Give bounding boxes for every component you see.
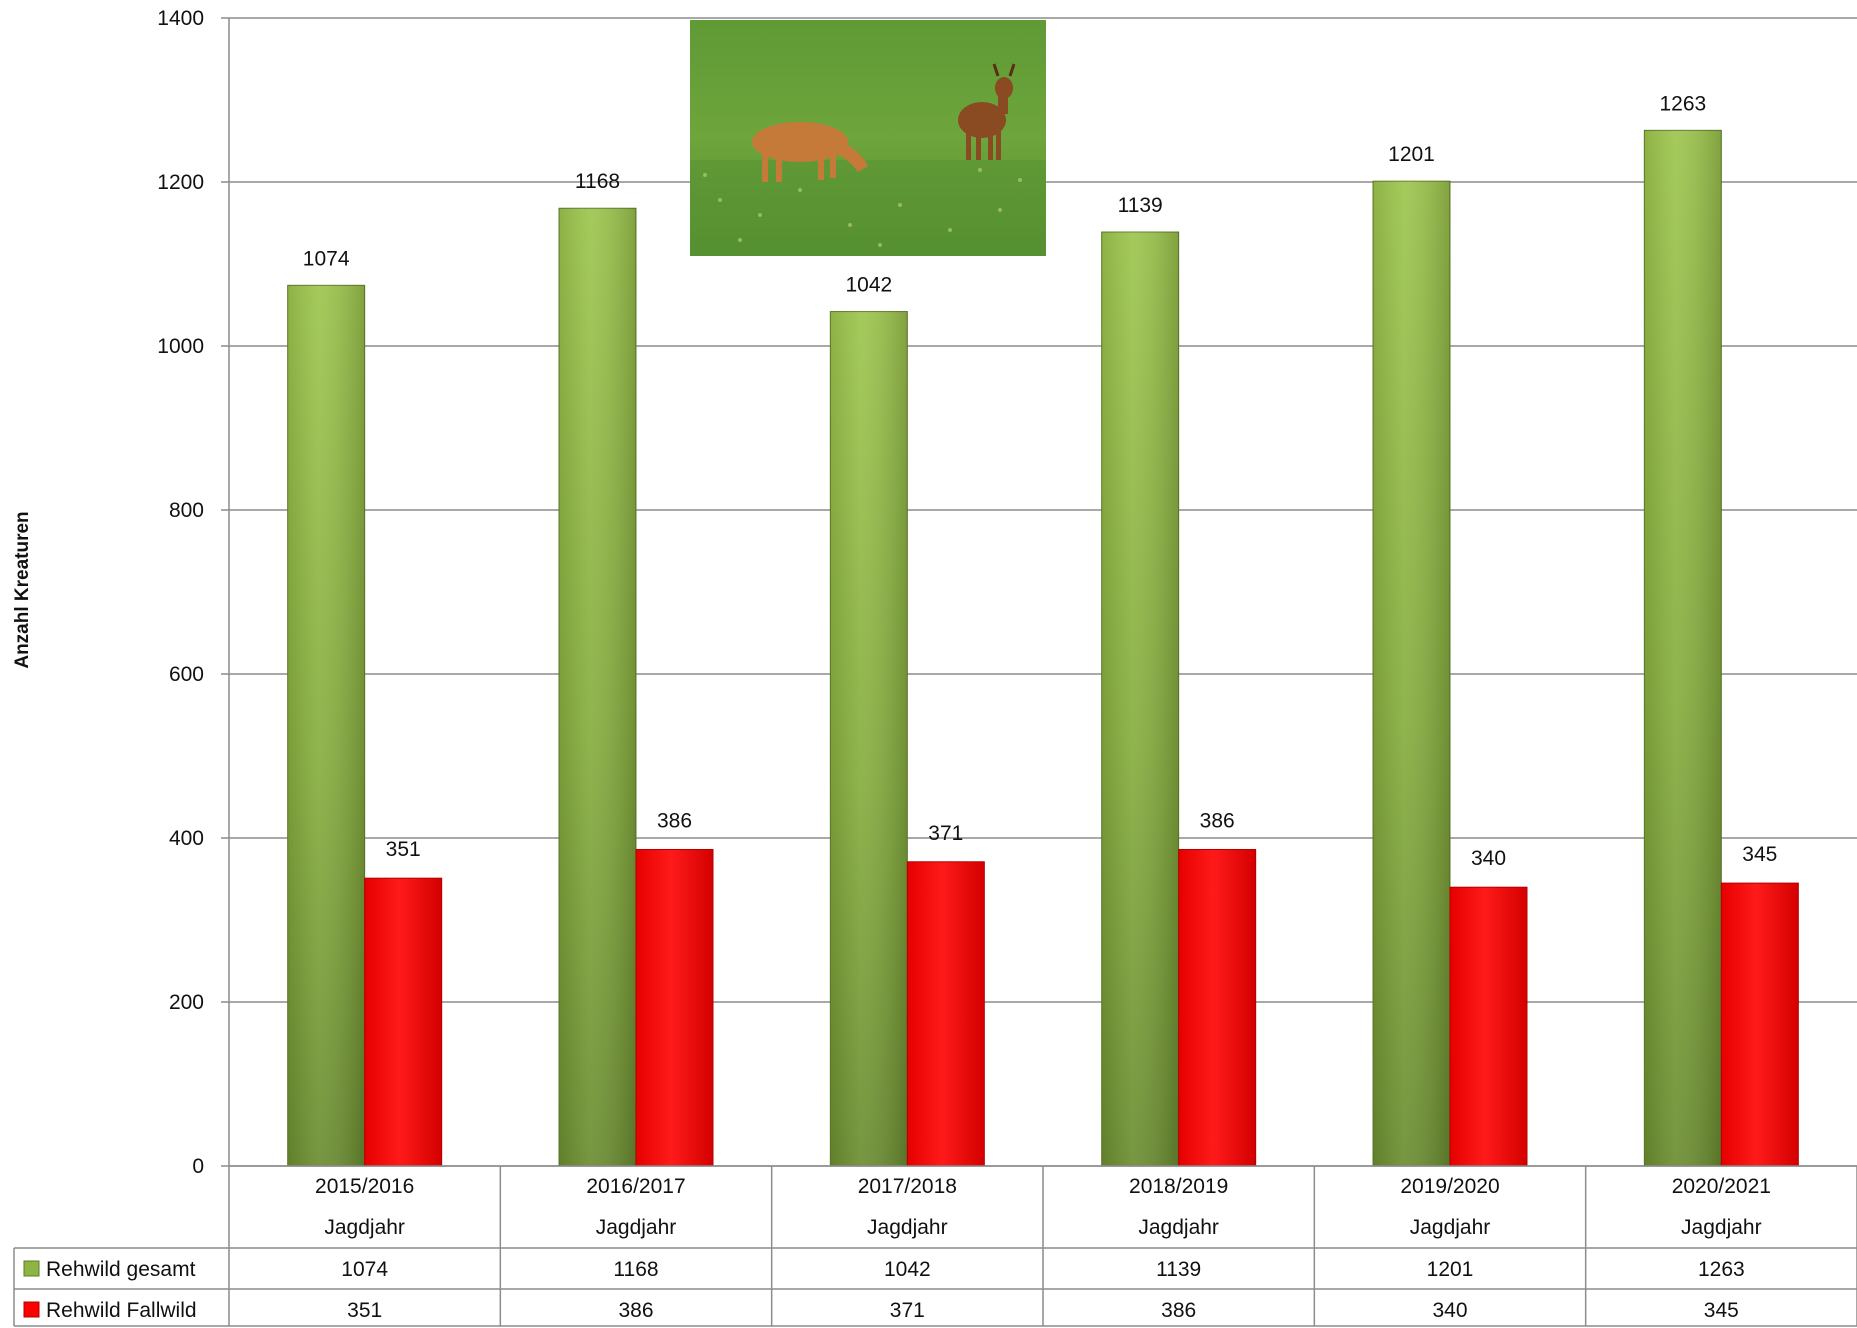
table-value: 386 xyxy=(618,1299,653,1322)
table-value: 1263 xyxy=(1698,1258,1745,1281)
data-label: 340 xyxy=(1471,847,1506,870)
table-value: 340 xyxy=(1432,1299,1467,1322)
data-label: 371 xyxy=(928,822,963,845)
x-tick-sublabel: Jagdjahr xyxy=(1681,1216,1762,1239)
table-value: 386 xyxy=(1161,1299,1196,1322)
gridlines xyxy=(229,17,1857,1167)
bar-fallwild xyxy=(906,861,985,1167)
data-label: 386 xyxy=(657,809,692,832)
data-label: 386 xyxy=(1200,809,1235,832)
legend-label: Rehwild Fallwild xyxy=(46,1299,197,1322)
table-value: 345 xyxy=(1704,1299,1739,1322)
legend-label: Rehwild gesamt xyxy=(46,1258,196,1281)
data-label: 1074 xyxy=(303,247,350,270)
table-value: 1139 xyxy=(1156,1258,1201,1281)
x-tick-sublabel: Jagdjahr xyxy=(324,1216,405,1239)
y-tick-label: 600 xyxy=(169,663,204,686)
roe-deer-photo xyxy=(690,20,1046,256)
x-tick-label: 2019/2020 xyxy=(1400,1175,1499,1198)
bar-shade xyxy=(1644,130,1722,1167)
data-table: 2015/2016 Jagdjahr 2016/2017 Jagdjahr 2017/2… xyxy=(13,1165,1857,1327)
bar-shade xyxy=(559,208,636,1167)
bars xyxy=(287,129,1799,1167)
bar-shade xyxy=(830,311,908,1166)
x-tick-label: 2016/2017 xyxy=(586,1175,685,1198)
data-label: 351 xyxy=(386,838,421,861)
legend-swatch xyxy=(23,1260,40,1277)
bar-fallwild xyxy=(364,877,443,1167)
y-tick-label: 1400 xyxy=(157,7,204,30)
bar-fallwild xyxy=(1720,882,1799,1167)
y-tick-label: 800 xyxy=(169,499,204,522)
x-tick-sublabel: Jagdjahr xyxy=(1410,1216,1491,1239)
y-tick-label: 400 xyxy=(169,827,204,850)
data-label: 1168 xyxy=(575,170,620,193)
bar-fallwild xyxy=(1449,886,1528,1167)
y-axis-label: Anzahl Kreaturen xyxy=(12,511,33,668)
bar-fallwild xyxy=(1178,848,1257,1167)
data-label: 1201 xyxy=(1388,143,1435,166)
x-tick-sublabel: Jagdjahr xyxy=(596,1216,677,1239)
y-tick-label: 0 xyxy=(192,1155,204,1178)
x-tick-label: 2018/2019 xyxy=(1129,1175,1228,1198)
x-tick-label: 2017/2018 xyxy=(858,1175,957,1198)
data-label: 1139 xyxy=(1118,194,1163,217)
bar-shade xyxy=(287,285,365,1166)
data-label: 1263 xyxy=(1659,92,1706,115)
data-label: 1042 xyxy=(845,274,892,297)
y-tick-label: 1000 xyxy=(157,335,204,358)
table-value: 1168 xyxy=(613,1258,658,1281)
table-value: 371 xyxy=(890,1299,925,1322)
data-label: 345 xyxy=(1742,843,1777,866)
table-value: 1074 xyxy=(341,1258,388,1281)
y-axis: 0 200 400 600 800 1000 1200 1400 xyxy=(157,7,230,1178)
bar-shade xyxy=(1101,232,1179,1166)
table-value: 1201 xyxy=(1427,1258,1474,1281)
bar-fallwild xyxy=(635,848,714,1167)
x-tick-sublabel: Jagdjahr xyxy=(1138,1216,1219,1239)
data-labels: 1074 351 1168 386 1042 371 1139 386 1201 340 1263 3… xyxy=(303,92,1778,870)
x-tick-label: 2020/2021 xyxy=(1672,1175,1771,1198)
x-tick-sublabel: Jagdjahr xyxy=(867,1216,948,1239)
legend-swatch xyxy=(23,1301,40,1318)
table-value: 351 xyxy=(347,1299,382,1322)
y-tick-label: 1200 xyxy=(157,171,204,194)
x-tick-label: 2015/2016 xyxy=(315,1175,414,1198)
y-tick-label: 200 xyxy=(169,991,204,1014)
table-value: 1042 xyxy=(884,1258,931,1281)
bar-shade xyxy=(1373,181,1450,1166)
